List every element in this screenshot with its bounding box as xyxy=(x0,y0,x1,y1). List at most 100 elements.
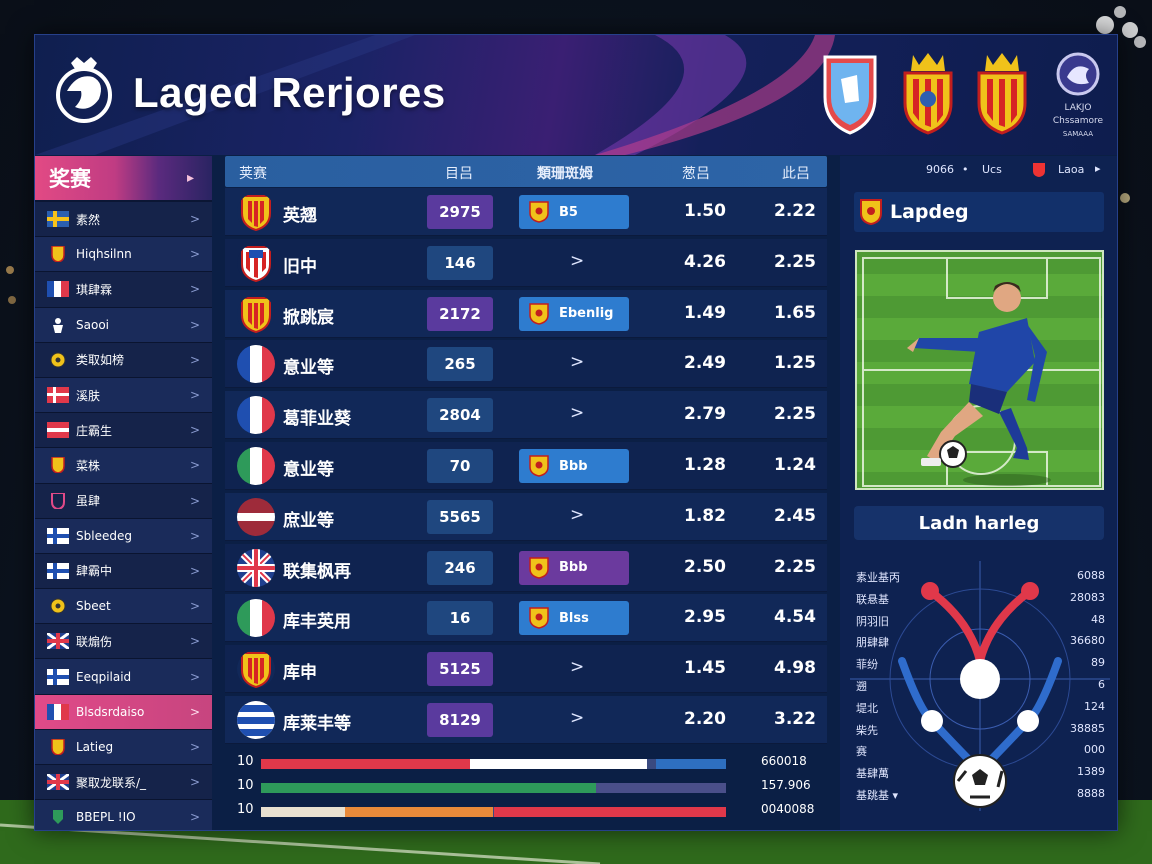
chevron-right-icon: > xyxy=(189,282,200,297)
sidebar-item[interactable]: Latieg > xyxy=(35,729,212,765)
team-crest-icon[interactable] xyxy=(899,51,957,135)
top-label: • xyxy=(962,163,969,176)
table-row[interactable]: 掀跳宸 2172 Ebenlig 1.49 1.65 xyxy=(225,289,827,338)
sidebar-header[interactable]: 奖赛 ▸ xyxy=(35,156,212,202)
column-header[interactable]: 目吕 xyxy=(445,166,473,182)
sidebar-item[interactable]: Hiqhsilnn > xyxy=(35,237,212,273)
sidebar-item[interactable]: 庄霸生 > xyxy=(35,413,212,449)
column-header[interactable]: 葱吕 xyxy=(682,166,710,182)
column-header[interactable]: 類珊斑姆 xyxy=(537,166,593,182)
column-header[interactable]: 此吕 xyxy=(782,166,810,182)
expand-caret-icon[interactable]: > xyxy=(570,403,585,424)
flag-red-icon xyxy=(47,422,69,439)
stat-label: 朋肆肆 xyxy=(856,636,889,650)
table-row[interactable]: 库申 5125 >1.45 4.98 xyxy=(225,645,827,694)
bar-value: 660018 xyxy=(761,754,807,768)
expand-caret-icon[interactable]: > xyxy=(570,352,585,373)
team-card[interactable]: Lapdeg xyxy=(854,192,1104,232)
flag-sweden-icon xyxy=(47,211,69,228)
formation-graphic xyxy=(850,561,1110,811)
sidebar-item[interactable]: BBEPL !IO > xyxy=(35,800,212,830)
sidebar-item[interactable]: 类取如榜 > xyxy=(35,342,212,378)
sidebar-item[interactable]: Blsdsrdaiso > xyxy=(35,694,212,730)
bar-segment xyxy=(493,807,726,817)
odds-value: 4.26 xyxy=(684,251,726,272)
brand-line: Chssamore xyxy=(1052,116,1104,126)
brand-badge: LAKJO Chssamore SAMAAA xyxy=(1043,51,1113,141)
sidebar-item-label: 菜株 xyxy=(76,458,101,473)
score-badge: 5565 xyxy=(427,499,493,534)
table-row[interactable]: 庶业等 5565 >1.82 2.45 xyxy=(225,492,827,541)
flag-uk-icon xyxy=(46,632,70,651)
team-tag-label: Ebenlig xyxy=(559,306,614,322)
ball-icon xyxy=(47,598,69,614)
player-ranking-button[interactable]: Ladn harleg xyxy=(854,506,1104,540)
sidebar-item[interactable]: 聚取龙联系/_ > xyxy=(35,765,212,801)
odds-value: 1.65 xyxy=(774,302,816,323)
bar-track xyxy=(261,783,726,793)
player-icon xyxy=(47,317,69,333)
sidebar-item-label: Eeqpilaid xyxy=(76,669,132,684)
sidebar-item[interactable]: 溪肤 > xyxy=(35,377,212,414)
sidebar-item[interactable]: Sbeet > xyxy=(35,589,212,625)
chevron-right-icon: > xyxy=(189,599,200,614)
sidebar-item[interactable]: 琪肆霖 > xyxy=(35,272,212,308)
team-name: 意业等 xyxy=(283,460,334,480)
stat-value: 6 xyxy=(1098,678,1105,691)
sidebar-item-label: Latieg xyxy=(76,739,114,754)
team-name: 意业等 xyxy=(283,358,334,379)
table-row[interactable]: 英翘 2975 B5 1.50 2.22 xyxy=(225,188,827,236)
team-tag-button[interactable]: Bbb xyxy=(519,449,629,483)
sidebar-item[interactable]: 菜株 > xyxy=(35,448,212,484)
sidebar-item[interactable]: 肆霸中 > xyxy=(35,553,212,590)
table-row[interactable]: 联集枫再 246 Bbb 2.50 2.25 xyxy=(225,543,827,592)
team-tag-button[interactable]: Bbb xyxy=(519,550,629,585)
table-row[interactable]: 库莱丰等 8129 >2.20 3.22 xyxy=(225,696,827,744)
table-row[interactable]: 意业等 265 >2.49 1.25 xyxy=(225,340,827,389)
bar-segment xyxy=(656,759,726,769)
comparison-bar: 10 660018 xyxy=(225,754,827,772)
brand-line: SAMAAA xyxy=(1062,130,1094,138)
expand-caret-icon[interactable]: > xyxy=(570,657,585,678)
sidebar-item-label: 庄霸生 xyxy=(76,423,113,438)
sidebar-item[interactable]: 联煽伤 > xyxy=(35,624,212,660)
sidebar-item[interactable]: Saooi > xyxy=(35,307,212,343)
sidebar-item[interactable]: Sbleedeg > xyxy=(35,518,212,554)
score-badge: 16 xyxy=(427,601,493,636)
expand-caret-icon[interactable]: > xyxy=(570,708,585,728)
chevron-right-icon[interactable]: ▸ xyxy=(1095,162,1101,175)
team-crest-icon[interactable] xyxy=(973,51,1031,135)
team-tag-button[interactable]: Blss xyxy=(519,601,629,636)
sidebar-item-label: 虽肆 xyxy=(76,494,101,509)
column-header[interactable]: 荚赛 xyxy=(239,166,267,182)
team-crest-icon[interactable] xyxy=(821,51,879,135)
crest-icon xyxy=(529,556,549,579)
sidebar-item-label: 溪肤 xyxy=(76,388,101,403)
team-name: 库丰英用 xyxy=(283,612,351,633)
main-window: Laged Rerjores LAKJO Chssamore SAMAAA xyxy=(34,34,1118,831)
table-row[interactable]: 意业等 70 Bbb 1.28 1.24 xyxy=(225,442,827,490)
top-label: Laoa xyxy=(1058,163,1085,176)
crest-icon xyxy=(47,245,69,264)
team-name: 库莱丰等 xyxy=(283,714,351,734)
stat-value: 38885 xyxy=(1070,721,1105,735)
expand-caret-icon[interactable]: > xyxy=(570,250,585,271)
sidebar-item[interactable]: 素然 > xyxy=(35,202,212,238)
score-badge: 2975 xyxy=(427,195,493,229)
sidebar-item[interactable]: Eeqpilaid > xyxy=(35,659,212,695)
crest-icon xyxy=(47,456,69,475)
odds-value: 2.79 xyxy=(684,404,726,425)
stat-label: 堤北 xyxy=(856,701,878,715)
table-row[interactable]: 旧中 146 >4.26 2.25 xyxy=(225,238,827,287)
sidebar-item[interactable]: 虽肆 > xyxy=(35,483,212,519)
bar-segment xyxy=(261,759,471,769)
table-row[interactable]: 葛菲业葵 2804 >2.79 2.25 xyxy=(225,391,827,440)
sidebar-item-label: 类取如榜 xyxy=(76,353,125,368)
odds-value: 1.49 xyxy=(684,302,726,323)
team-card-title: Lapdeg xyxy=(890,201,969,223)
team-tag-button[interactable]: Ebenlig xyxy=(519,296,629,331)
odds-value: 2.22 xyxy=(774,201,816,221)
team-tag-button[interactable]: B5 xyxy=(519,195,629,229)
table-row[interactable]: 库丰英用 16 Blss 2.95 4.54 xyxy=(225,594,827,643)
expand-caret-icon[interactable]: > xyxy=(570,504,585,525)
